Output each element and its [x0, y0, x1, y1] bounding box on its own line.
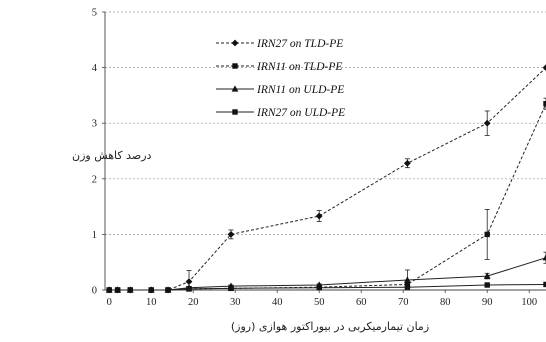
- legend-entry: IRN11 on ULD-PE: [216, 84, 344, 96]
- data-point: [483, 272, 491, 279]
- legend-label: IRN27 on TLD-PE: [256, 38, 343, 50]
- legend-label: IRN11 on TLD-PE: [256, 61, 342, 73]
- legend-label: IRN27 on ULD-PE: [256, 107, 345, 119]
- x-tick-label: 50: [314, 297, 325, 308]
- y-tick-label: 2: [92, 174, 97, 185]
- series-2: [106, 97, 546, 293]
- data-point: [404, 159, 411, 167]
- data-point: [147, 286, 155, 294]
- x-axis-label: زمان تیمارمیکربی در بیوراکتور هوازی (روز…: [231, 320, 429, 333]
- x-tick-label: 0: [107, 297, 112, 308]
- data-point: [315, 212, 323, 220]
- x-tick-label: 70: [398, 297, 409, 308]
- y-axis-label: درصد کاهش وزن: [72, 149, 152, 162]
- data-point: [404, 281, 411, 288]
- data-point: [105, 286, 113, 294]
- grid: [105, 11, 546, 235]
- legend-entry: IRN27 on ULD-PE: [216, 107, 345, 119]
- data-point: [126, 286, 134, 294]
- legend-marker: [232, 63, 238, 69]
- data-point: [185, 278, 193, 286]
- x-tick-label: 90: [482, 297, 493, 308]
- data-point: [114, 286, 121, 294]
- data-point: [543, 281, 546, 288]
- data-point: [404, 276, 411, 283]
- data-point: [542, 64, 546, 71]
- y-tick-label: 3: [92, 119, 97, 130]
- x-tick-label: 60: [356, 297, 367, 308]
- legend-label: IRN11 on ULD-PE: [256, 84, 344, 96]
- legend-marker: [231, 85, 239, 92]
- x-tick-label: 40: [272, 297, 283, 308]
- data-point: [543, 101, 546, 107]
- x-tick-label: 10: [146, 297, 157, 308]
- x-tick-label: 20: [188, 297, 199, 308]
- y-tick-label: 5: [92, 8, 97, 19]
- data-point: [164, 286, 172, 294]
- series-1: [105, 64, 546, 294]
- legend-entry: IRN11 on TLD-PE: [216, 61, 342, 73]
- data-point: [484, 231, 490, 238]
- legend-marker: [232, 109, 238, 115]
- x-tick-label: 80: [440, 297, 451, 308]
- data-point: [484, 282, 490, 288]
- data-point: [483, 119, 491, 127]
- series-line: [109, 103, 546, 291]
- data-point: [228, 285, 234, 292]
- x-tick-label: 30: [230, 297, 241, 308]
- legend-marker: [231, 39, 239, 47]
- data-point: [542, 254, 546, 261]
- legend-entry: IRN27 on TLD-PE: [216, 38, 343, 50]
- legend: IRN27 on TLD-PE IRN11 on TLD-PE IRN11 on U…: [216, 38, 345, 119]
- data-point: [316, 284, 322, 290]
- y-tick-label: 4: [92, 63, 98, 74]
- series: [105, 64, 546, 294]
- y-tick-label: 0: [92, 286, 97, 297]
- data-point: [227, 231, 235, 238]
- y-tick-label: 1: [92, 230, 97, 241]
- x-tick-label: 100: [521, 297, 537, 308]
